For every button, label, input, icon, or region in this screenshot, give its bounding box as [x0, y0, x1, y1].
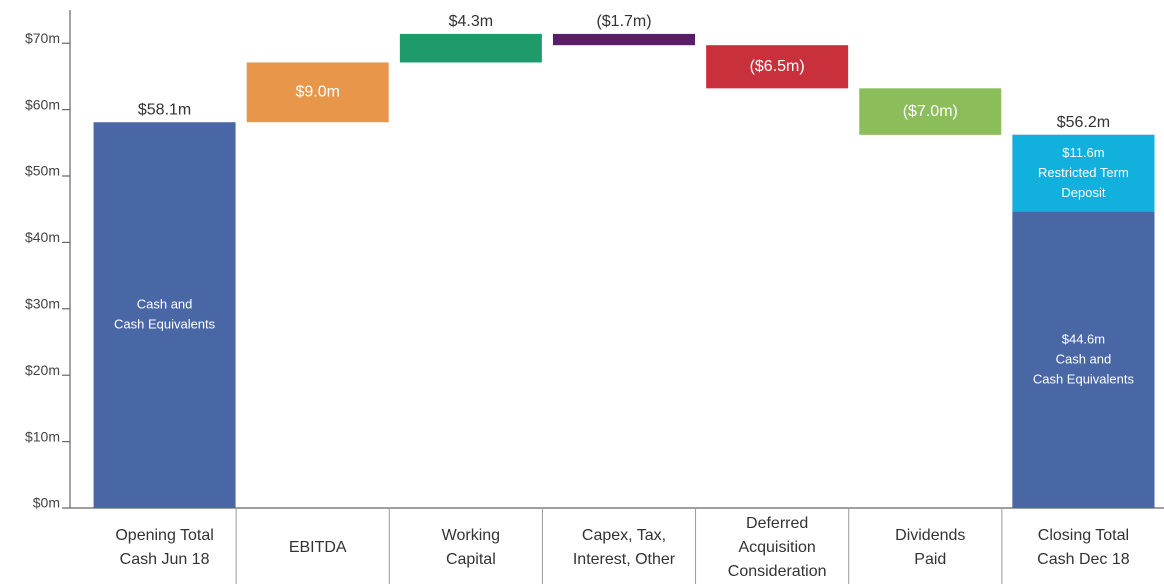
- segment-value-label: $11.6m: [1062, 145, 1104, 160]
- bar: [859, 88, 1002, 135]
- value-label: $4.3m: [449, 13, 493, 30]
- x-tick-label: Closing Total: [1038, 527, 1129, 544]
- segment-label: Restricted Term: [1038, 165, 1129, 180]
- x-tick-label: Capital: [446, 551, 496, 568]
- segment-label: Cash Equivalents: [1033, 371, 1135, 386]
- x-tick-label: Cash Dec 18: [1037, 551, 1130, 568]
- y-tick-label: $30m: [25, 296, 60, 312]
- bar: [706, 45, 849, 89]
- x-tick-label: Dividends: [895, 527, 965, 544]
- segment-value-label: $44.6m: [1062, 331, 1105, 346]
- y-tick-label: $60m: [25, 96, 60, 112]
- y-tick-label: $20m: [25, 362, 60, 378]
- x-tick-label: Deferred: [746, 515, 808, 532]
- value-label: $58.1m: [138, 101, 191, 118]
- x-tick-label: Acquisition: [738, 539, 815, 556]
- x-tick-label: Paid: [914, 551, 946, 568]
- x-tick-label: Capex, Tax,: [582, 527, 666, 544]
- x-tick-label: Interest, Other: [573, 551, 676, 568]
- bar-label: Cash and: [137, 297, 193, 312]
- segment-label: Deposit: [1061, 185, 1105, 200]
- segment-label: Cash and: [1056, 351, 1112, 366]
- stack-segment: [1012, 211, 1155, 508]
- x-tick-label: Consideration: [728, 563, 827, 580]
- value-label: $9.0m: [295, 84, 339, 101]
- y-tick-label: $0m: [33, 495, 60, 511]
- y-tick-label: $40m: [25, 229, 60, 245]
- value-label: $56.2m: [1057, 114, 1110, 131]
- bar: [399, 33, 542, 63]
- x-tick-label: Cash Jun 18: [120, 551, 210, 568]
- value-label: ($1.7m): [596, 13, 651, 30]
- value-label: ($7.0m): [903, 103, 958, 120]
- bar-label: Cash Equivalents: [114, 317, 216, 332]
- y-tick-label: $50m: [25, 163, 60, 179]
- bar: [553, 33, 695, 46]
- y-tick-label: $70m: [25, 30, 60, 46]
- value-label: ($6.5m): [750, 58, 805, 75]
- bar: [93, 122, 236, 508]
- bar: [246, 62, 389, 123]
- x-tick-label: Working: [442, 527, 500, 544]
- y-tick-label: $10m: [25, 428, 60, 444]
- x-tick-label: EBITDA: [289, 539, 347, 556]
- x-tick-label: Opening Total: [115, 527, 213, 544]
- stack-segment: [1012, 134, 1155, 212]
